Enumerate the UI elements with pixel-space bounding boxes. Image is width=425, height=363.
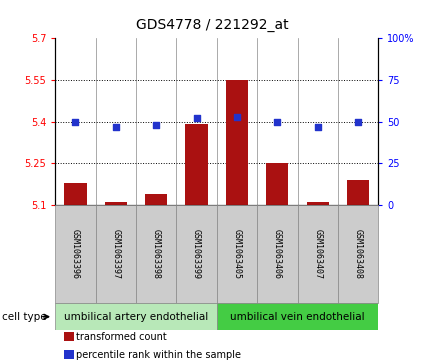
Bar <box>257 205 298 303</box>
Point <box>233 114 240 119</box>
Text: GDS4778 / 221292_at: GDS4778 / 221292_at <box>136 18 289 32</box>
Point <box>72 119 79 125</box>
Bar <box>64 183 87 205</box>
Text: GSM1063398: GSM1063398 <box>152 229 161 279</box>
Bar <box>217 303 378 330</box>
Text: GSM1063407: GSM1063407 <box>313 229 322 279</box>
Bar <box>64 350 74 359</box>
Point <box>314 124 321 130</box>
Bar <box>55 205 96 303</box>
Bar <box>136 205 176 303</box>
Bar <box>266 163 289 205</box>
Text: transformed count: transformed count <box>76 331 167 342</box>
Text: GSM1063408: GSM1063408 <box>354 229 363 279</box>
Point <box>153 122 159 128</box>
Point <box>112 124 119 130</box>
Text: GSM1063396: GSM1063396 <box>71 229 80 279</box>
Bar <box>105 202 127 205</box>
Bar <box>55 303 217 330</box>
Bar <box>338 205 378 303</box>
Bar <box>226 80 248 205</box>
Text: umbilical vein endothelial: umbilical vein endothelial <box>230 312 365 322</box>
Bar <box>145 194 167 205</box>
Bar <box>347 180 369 205</box>
Text: GSM1063397: GSM1063397 <box>111 229 120 279</box>
Bar <box>64 332 74 341</box>
Point <box>193 115 200 121</box>
Bar <box>217 205 257 303</box>
Bar <box>185 125 208 205</box>
Bar <box>306 202 329 205</box>
Text: percentile rank within the sample: percentile rank within the sample <box>76 350 241 360</box>
Text: umbilical artery endothelial: umbilical artery endothelial <box>64 312 208 322</box>
Text: GSM1063399: GSM1063399 <box>192 229 201 279</box>
Bar <box>298 205 338 303</box>
Text: cell type: cell type <box>2 312 47 322</box>
Bar <box>176 205 217 303</box>
Point <box>354 119 361 125</box>
Text: GSM1063405: GSM1063405 <box>232 229 241 279</box>
Point <box>274 119 280 125</box>
Text: GSM1063406: GSM1063406 <box>273 229 282 279</box>
Bar <box>96 205 136 303</box>
